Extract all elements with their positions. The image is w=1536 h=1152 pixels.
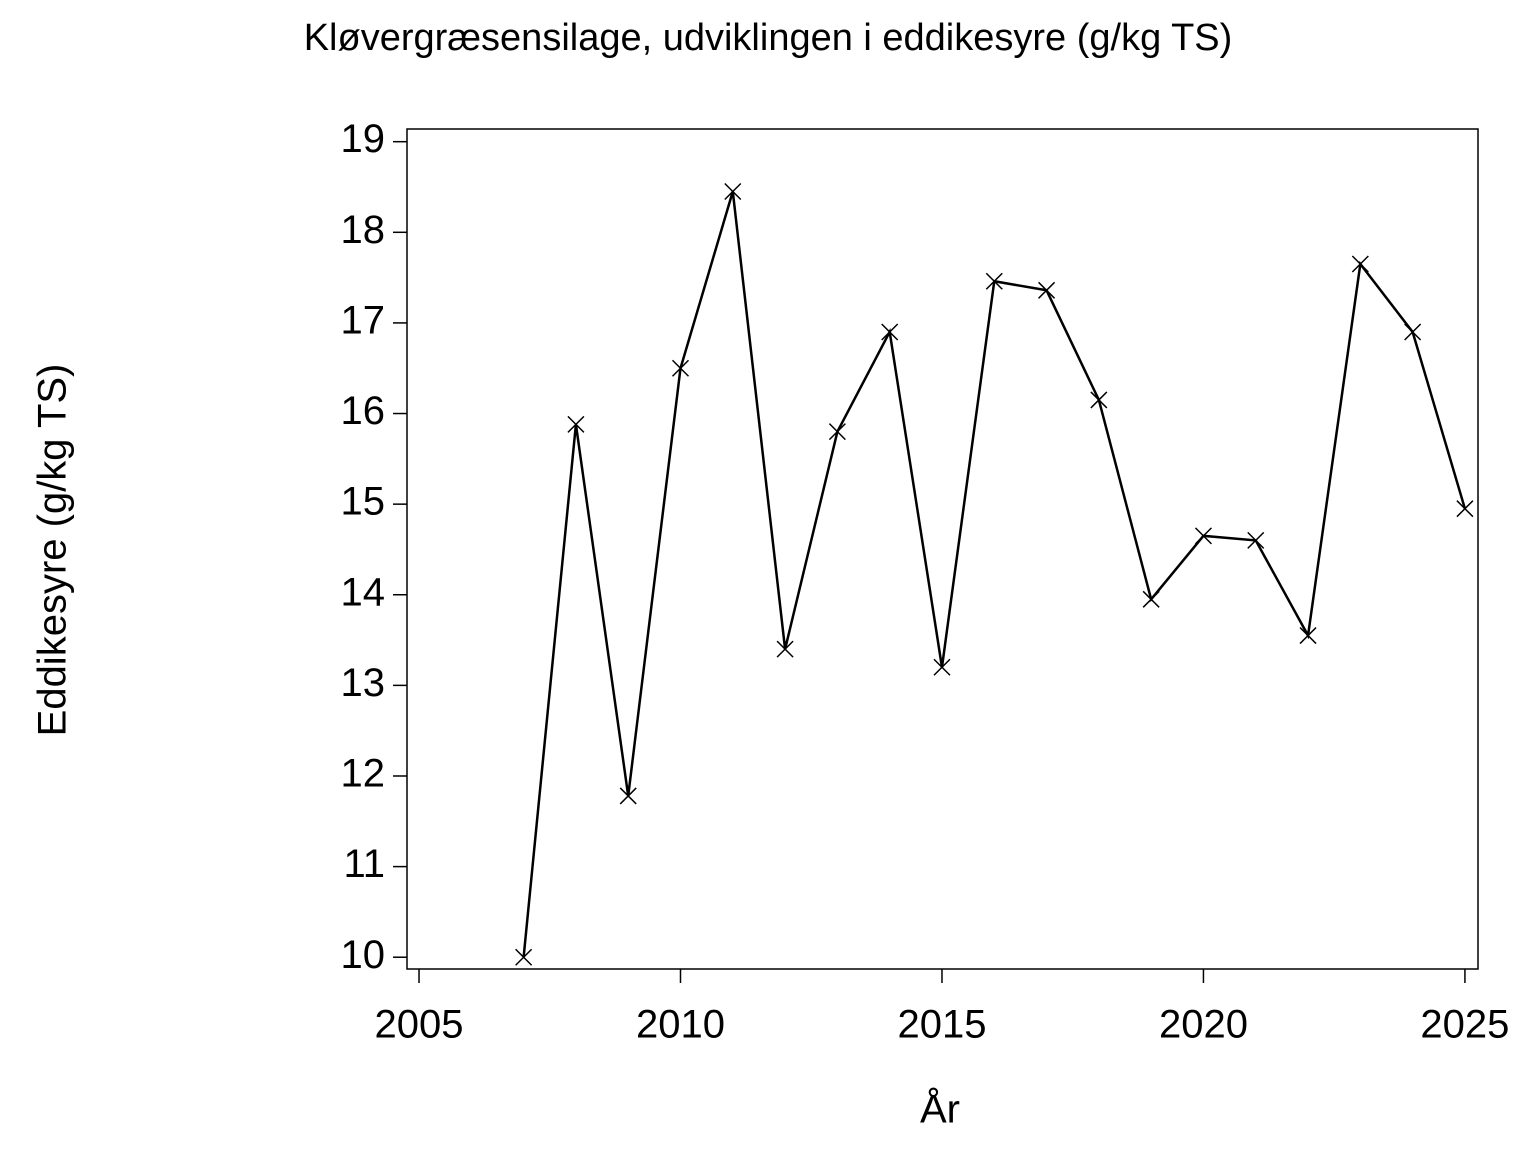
data-point [985,272,1003,290]
data-point [671,359,690,377]
data-point [515,948,533,966]
data-point [724,182,742,201]
y-tick-label: 11 [343,842,385,886]
plot-frame [406,128,1479,970]
x-tick-label: 2025 [1420,1003,1509,1047]
y-tick-label: 10 [341,933,386,977]
data-point [1142,590,1160,608]
x-tick-label: 2005 [375,1003,464,1047]
data-point [828,423,846,441]
data-point [881,323,899,341]
y-tick-label: 17 [341,298,386,342]
data-point [1404,323,1422,341]
data-point [933,658,951,676]
data-point [1038,281,1056,299]
y-axis-label: Eddikesyre (g/kg TS) [31,364,75,737]
x-tick-label: 2020 [1159,1003,1248,1047]
y-tick-label: 18 [341,208,386,252]
y-tick-label: 19 [341,117,386,161]
y-tick-label: 13 [341,661,386,705]
data-point [1194,527,1212,545]
data-point [776,640,794,658]
data-point [1351,255,1369,273]
data-point [1090,391,1108,409]
data-point [1299,627,1317,645]
y-tick-label: 12 [341,752,386,796]
chart-title: Kløvergræsensilage, udviklingen i eddike… [304,17,1233,59]
y-tick-label: 16 [341,389,386,433]
y-tick-label: 15 [341,480,386,524]
data-point [1247,531,1265,549]
y-tick-label: 14 [341,570,386,614]
data-line [522,191,1467,958]
x-tick-label: 2010 [636,1003,725,1047]
data-point [567,415,585,433]
data-point [619,787,637,805]
x-axis-label: År [920,1087,960,1132]
data-point [1456,500,1474,518]
x-tick-label: 2015 [897,1003,986,1047]
